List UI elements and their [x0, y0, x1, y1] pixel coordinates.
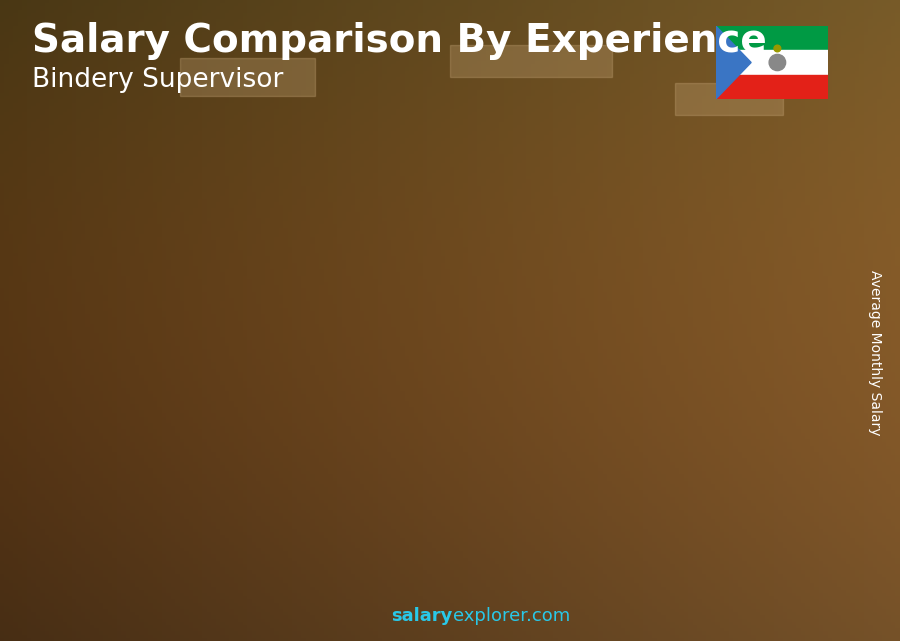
- Text: +nan%: +nan%: [92, 369, 185, 392]
- Bar: [180, 58, 315, 96]
- Bar: [570, 238, 637, 559]
- Bar: [716, 50, 828, 75]
- Polygon shape: [637, 232, 656, 559]
- Text: Salary Comparison By Experience: Salary Comparison By Experience: [32, 22, 766, 60]
- Text: +nan%: +nan%: [480, 181, 573, 205]
- Text: explorer.com: explorer.com: [453, 607, 570, 625]
- Bar: [716, 75, 828, 99]
- Text: 0 XAF: 0 XAF: [78, 458, 126, 476]
- Polygon shape: [311, 352, 398, 358]
- Text: 0 XAF: 0 XAF: [724, 165, 773, 183]
- Polygon shape: [508, 285, 527, 559]
- Text: Bindery Supervisor: Bindery Supervisor: [32, 67, 283, 94]
- Text: +nan%: +nan%: [609, 138, 702, 162]
- Bar: [450, 45, 612, 77]
- Polygon shape: [699, 188, 786, 194]
- Text: 0 XAF: 0 XAF: [596, 208, 644, 226]
- Bar: [52, 487, 120, 559]
- Polygon shape: [378, 352, 398, 559]
- Circle shape: [770, 54, 786, 71]
- Circle shape: [774, 45, 781, 52]
- Polygon shape: [249, 419, 268, 559]
- Polygon shape: [716, 26, 751, 99]
- Bar: [182, 424, 249, 559]
- Polygon shape: [570, 232, 656, 238]
- Text: salary: salary: [392, 607, 453, 625]
- Bar: [699, 194, 766, 559]
- Text: 0 XAF: 0 XAF: [208, 395, 256, 413]
- Text: 0 XAF: 0 XAF: [337, 328, 385, 346]
- Text: +nan%: +nan%: [351, 234, 444, 258]
- Polygon shape: [52, 481, 140, 487]
- Polygon shape: [766, 188, 786, 559]
- Bar: [311, 358, 378, 559]
- Polygon shape: [120, 481, 140, 559]
- Polygon shape: [440, 285, 527, 290]
- Text: 0 XAF: 0 XAF: [466, 261, 514, 279]
- Bar: [440, 290, 508, 559]
- Bar: [675, 83, 783, 115]
- Text: Average Monthly Salary: Average Monthly Salary: [868, 270, 882, 435]
- Text: +nan%: +nan%: [221, 301, 314, 326]
- Bar: [716, 26, 828, 50]
- Polygon shape: [182, 419, 268, 424]
